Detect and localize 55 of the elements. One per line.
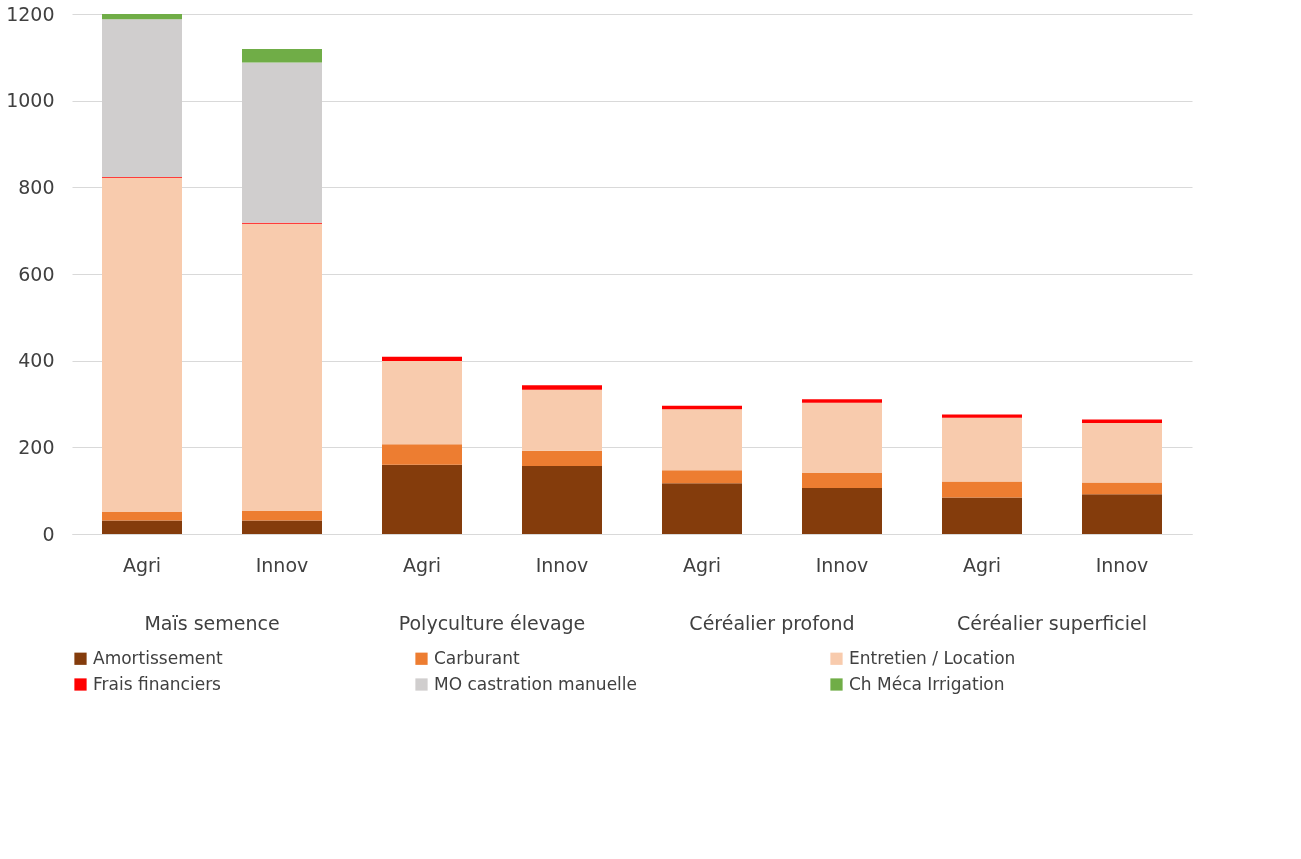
text: Céréalier superficiel: [957, 612, 1147, 634]
bar: [1082, 423, 1162, 483]
x-tick-label: Innov: [255, 553, 309, 576]
bar: [102, 511, 182, 521]
x-tick-label: Innov: [535, 553, 589, 576]
y-tick-label: 1200: [6, 2, 55, 25]
bar: [382, 464, 462, 534]
x-tick-label: Agri: [122, 553, 162, 576]
bar: [942, 414, 1022, 418]
bar: [242, 49, 322, 63]
bar: [662, 409, 742, 471]
bar: [662, 483, 742, 534]
y-tick-label: 200: [18, 435, 55, 458]
bar: [942, 417, 1022, 482]
legend-label: Carburant: [434, 647, 521, 668]
x-tick-label: Agri: [962, 553, 1002, 576]
bar: [662, 470, 742, 484]
legend-label: MO castration manuelle: [434, 673, 638, 694]
bar: [802, 488, 882, 534]
text: Maïs semence: [144, 612, 280, 634]
y-tick-label: 0: [42, 522, 55, 545]
y-tick-label: 1000: [6, 89, 55, 112]
bar: [242, 511, 322, 521]
y-tick-label: 800: [18, 175, 55, 198]
bar: [382, 444, 462, 465]
bar: [382, 361, 462, 445]
y-tick-label: 600: [18, 262, 55, 285]
legend-label: Frais financiers: [93, 673, 222, 694]
y-tick-label: 400: [18, 349, 55, 372]
x-tick-label: Agri: [682, 553, 722, 576]
x-tick-label: Innov: [1095, 553, 1149, 576]
bar: [1082, 494, 1162, 534]
text: Polyculture élevage: [398, 612, 586, 634]
bar: [522, 465, 602, 534]
bar: [102, 520, 182, 534]
legend-label: Entretien / Location: [849, 647, 1016, 668]
bar: [802, 402, 882, 473]
bar: [242, 223, 322, 512]
bar: [382, 356, 462, 362]
bar: [522, 450, 602, 466]
bar: [802, 399, 882, 403]
bar: [242, 520, 322, 534]
bar: [802, 472, 882, 489]
text: Céréalier profond: [689, 612, 855, 634]
x-tick-label: Agri: [402, 553, 442, 576]
x-tick-label: Innov: [815, 553, 869, 576]
bar: [522, 385, 602, 390]
bar: [1082, 482, 1162, 495]
bar: [942, 481, 1022, 498]
bar: [522, 389, 602, 451]
bar: [942, 497, 1022, 534]
legend-label: Ch Méca Irrigation: [849, 673, 1005, 694]
bar: [102, 14, 182, 20]
bar: [102, 177, 182, 512]
legend-label: Amortissement: [93, 647, 223, 668]
